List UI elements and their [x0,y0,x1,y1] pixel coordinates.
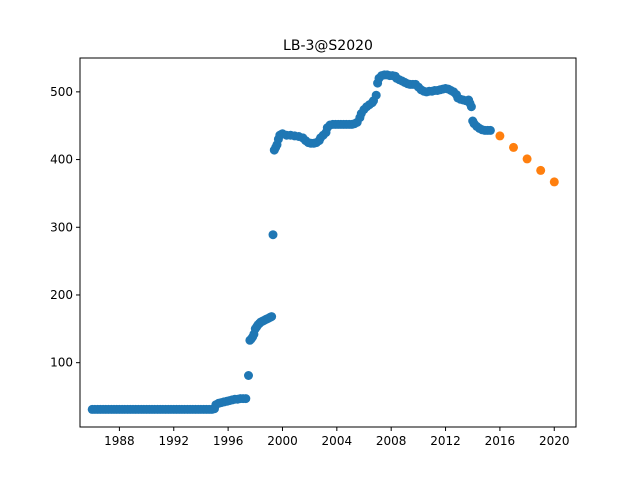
chart-title: LB-3@S2020 [283,38,373,54]
y-tick-label-2: 300 [50,220,73,234]
points-layer [87,70,559,414]
data-point-s1-0 [495,131,505,141]
x-tick-label-4: 2004 [322,434,353,448]
data-point-s0-155 [466,102,476,112]
y-tick-label-4: 500 [50,85,73,99]
data-point-s0-75 [267,312,277,322]
data-point-s1-4 [549,177,559,187]
data-point-s1-1 [509,142,518,152]
x-tick-label-1: 1992 [158,434,189,448]
data-point-s0-117 [371,90,381,100]
x-tick-label-3: 2000 [267,434,298,448]
data-point-s0-163 [485,125,495,135]
x-tick-label-2: 1996 [213,434,244,448]
data-point-s1-2 [522,154,532,164]
y-tick-label-3: 400 [50,153,73,167]
y-tick-label-0: 100 [50,356,73,370]
data-point-s0-76 [268,230,278,240]
x-tick-label-6: 2012 [430,434,461,448]
data-point-s1-3 [536,165,546,175]
x-tick-label-8: 2020 [539,434,570,448]
x-tick-label-7: 2016 [485,434,516,448]
data-point-s0-57 [241,394,251,404]
plot-frame [79,57,577,428]
x-tick-label-5: 2008 [376,434,407,448]
ticks-layer: 1988 1992 1996 2000 2004 2008 2012 2016 2020 100 2… [50,85,569,448]
x-tick-label-0: 1988 [104,434,135,448]
y-tick-label-1: 200 [50,288,73,302]
data-point-s0-58 [244,371,253,380]
